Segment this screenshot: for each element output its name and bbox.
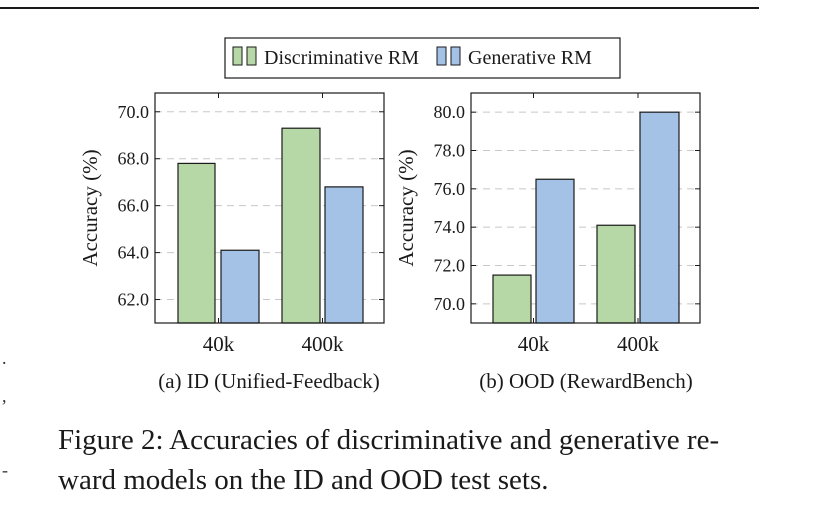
x-tick-label: 400k <box>617 332 660 356</box>
margin-mark: - <box>2 460 8 480</box>
y-tick-label: 70.0 <box>118 102 150 122</box>
caption-line-1: Figure 2: Accuracies of discriminative a… <box>58 424 720 456</box>
legend-swatch-generative-b <box>450 46 461 66</box>
bar-discriminative-400k <box>281 127 321 324</box>
margin-mark: . <box>2 348 7 368</box>
bar-discriminative-40k <box>492 274 532 324</box>
y-tick-label: 76.0 <box>434 179 466 199</box>
bar-generative-40k <box>535 178 575 324</box>
legend-swatch-generative-a <box>436 46 447 66</box>
x-tick-label: 40k <box>518 332 550 356</box>
subtitle-a: (a) ID (Unified-Feedback) <box>158 369 380 393</box>
y-tick-label: 68.0 <box>118 149 150 169</box>
legend-label-generative: Generative RM <box>468 47 592 69</box>
legend: Discriminative RM Generative RM <box>224 37 621 79</box>
subtitle-b: (b) OOD (RewardBench) <box>479 369 692 393</box>
y-axis-label: Accuracy (%) <box>394 149 418 266</box>
legend-swatch-discriminative-a <box>232 46 243 66</box>
figure-canvas: Discriminative RM Generative RM 62.0 64.0… <box>78 37 701 393</box>
bar-generative-40k <box>220 249 260 324</box>
bar-discriminative-400k <box>596 224 636 324</box>
x-tick-label: 40k <box>203 332 235 356</box>
legend-swatch-discriminative-b <box>246 46 257 66</box>
y-tick-label: 70.0 <box>434 294 466 314</box>
top-rule <box>0 7 759 9</box>
bar-generative-400k <box>324 186 364 324</box>
y-tick-label: 74.0 <box>434 217 466 237</box>
figure-caption: Figure 2: Accuracies of discriminative a… <box>58 420 758 500</box>
y-tick-label: 80.0 <box>434 102 466 122</box>
axis-frame <box>470 92 701 324</box>
caption-line-2: ward models on the ID and OOD test sets. <box>58 464 549 496</box>
axis-frame <box>154 92 385 324</box>
bar-discriminative-40k <box>177 162 216 324</box>
y-tick-label: 78.0 <box>434 141 466 161</box>
y-tick-label: 66.0 <box>118 196 150 216</box>
margin-mark: , <box>2 386 7 406</box>
legend-label-discriminative: Discriminative RM <box>264 47 419 69</box>
bar-generative-400k <box>639 111 680 324</box>
x-tick-label: 400k <box>302 332 345 356</box>
y-tick-label: 62.0 <box>118 290 150 310</box>
y-tick-label: 72.0 <box>434 256 466 276</box>
plots: 62.0 64.0 66.0 68.0 70.0 40k 400k Accuracy (%) 7… <box>78 92 701 356</box>
y-tick-label: 64.0 <box>118 243 150 263</box>
legend-frame <box>224 37 621 79</box>
y-axis-label: Accuracy (%) <box>78 149 102 266</box>
